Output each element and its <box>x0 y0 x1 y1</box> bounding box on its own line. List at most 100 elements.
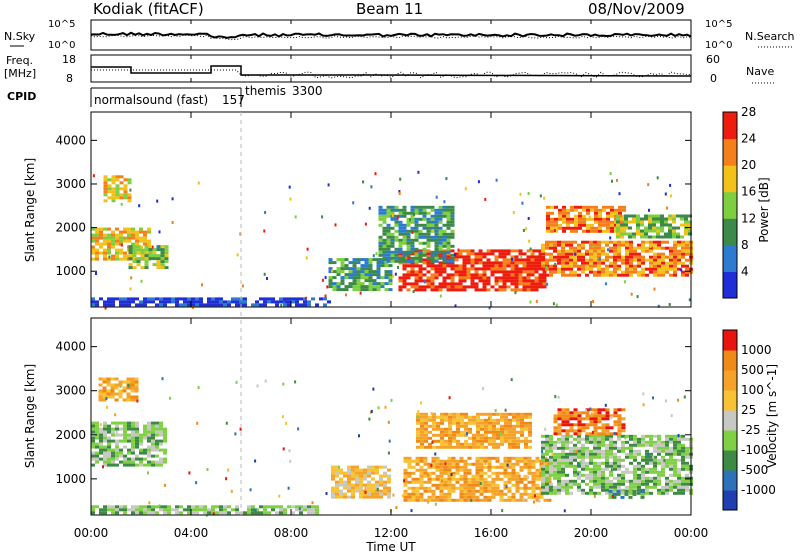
heatmap-cell <box>593 476 597 480</box>
heatmap-cell <box>681 464 685 468</box>
heatmap-cell <box>434 244 439 248</box>
heatmap-cell <box>541 446 545 450</box>
heatmap-cell <box>402 229 407 233</box>
heatmap-cell <box>557 432 562 436</box>
heatmap-cell <box>676 226 680 230</box>
heatmap-cell <box>187 303 191 307</box>
heatmap-cell <box>446 276 451 280</box>
heatmap-cell <box>151 245 154 249</box>
heatmap-cell <box>201 283 203 287</box>
heatmap-cell <box>649 476 653 480</box>
cpid-mode-2-id: 3300 <box>292 84 323 98</box>
heatmap-cell <box>295 508 299 512</box>
heatmap-cell <box>613 258 617 262</box>
heatmap-cell <box>668 214 672 218</box>
heatmap-cell <box>439 468 444 472</box>
heatmap-cell <box>470 279 475 283</box>
heatmap-cell <box>573 264 577 268</box>
heatmap-cell <box>103 239 107 243</box>
heatmap-cell <box>605 452 609 456</box>
heatmap-cell <box>119 505 123 509</box>
heatmap-cell <box>271 300 275 304</box>
heatmap-cell <box>502 252 507 256</box>
heatmap-cell <box>506 252 511 256</box>
heatmap-cell <box>420 424 424 428</box>
heatmap-cell <box>464 415 468 419</box>
heatmap-cell <box>503 483 508 487</box>
heatmap-cell <box>402 235 407 239</box>
heatmap-cell <box>597 470 601 474</box>
heatmap-cell <box>223 303 227 307</box>
heatmap-cell <box>119 454 123 458</box>
heatmap-cell <box>534 279 539 283</box>
heatmap-cell <box>119 248 123 252</box>
heatmap-cell <box>569 429 574 433</box>
heatmap-cell <box>661 488 665 492</box>
heatmap-cell <box>577 423 582 427</box>
heatmap-cell <box>147 427 151 431</box>
heatmap-cell <box>426 270 431 274</box>
heatmap-cell <box>91 505 95 509</box>
heatmap-cell <box>441 479 443 483</box>
heatmap-cell <box>305 256 308 260</box>
heatmap-cell <box>431 483 436 487</box>
heatmap-cell <box>127 230 131 234</box>
heatmap-cell <box>243 297 247 301</box>
heatmap-cell <box>593 440 597 444</box>
heatmap-cell <box>652 226 656 230</box>
heatmap-cell <box>613 455 617 459</box>
heatmap-cell <box>605 267 609 271</box>
heatmap-cell <box>553 470 557 474</box>
heatmap-cell <box>490 273 495 277</box>
heatmap-cell <box>546 226 550 230</box>
heatmap-cell <box>414 223 419 227</box>
heatmap-cell <box>492 427 496 431</box>
heatmap-cell <box>135 445 139 449</box>
heatmap-cell <box>510 249 515 253</box>
heatmap-cell <box>203 508 207 512</box>
heatmap-cell <box>581 429 586 433</box>
heatmap-cell <box>628 489 633 493</box>
heatmap-cell <box>462 279 467 283</box>
heatmap-cell <box>419 498 424 502</box>
heatmap-cell <box>446 264 451 268</box>
heatmap-cell <box>406 238 411 242</box>
heatmap-cell <box>653 264 657 268</box>
heatmap-cell <box>549 482 553 486</box>
heatmap-cell <box>414 229 419 233</box>
heatmap-cell <box>498 288 503 292</box>
heatmap-cell <box>531 480 536 484</box>
heatmap-cell <box>136 248 141 252</box>
heatmap-cell <box>589 479 593 483</box>
heatmap-cell <box>120 202 123 206</box>
heatmap-cell <box>415 459 420 463</box>
heatmap-cell <box>426 249 431 253</box>
heatmap-cell <box>159 433 163 437</box>
heatmap-cell <box>438 247 443 251</box>
heatmap-cell <box>508 412 512 416</box>
heatmap-cell <box>496 442 500 446</box>
heatmap-cell <box>351 483 355 487</box>
heatmap-cell <box>159 508 163 512</box>
nave-right-tick-bottom: 0 <box>710 72 717 85</box>
heatmap-cell <box>442 208 447 212</box>
heatmap-cell <box>514 270 519 274</box>
heatmap-cell <box>410 267 415 271</box>
heatmap-cell <box>418 229 423 233</box>
heatmap-cell <box>577 449 581 453</box>
heatmap-cell <box>601 473 605 477</box>
heatmap-cell <box>677 240 681 244</box>
heatmap-cell <box>143 457 147 461</box>
heatmap-cell <box>420 412 424 416</box>
heatmap-cell <box>402 205 407 209</box>
heatmap-cell <box>538 276 543 280</box>
heatmap-cell <box>384 288 389 292</box>
heatmap-cell <box>467 486 472 490</box>
heatmap-cell <box>119 193 124 197</box>
heatmap-cell <box>435 459 440 463</box>
heatmap-cell <box>183 508 187 512</box>
heatmap-cell <box>191 297 195 301</box>
heatmap-cell <box>483 465 488 469</box>
heatmap-cell <box>665 449 669 453</box>
heatmap-cell <box>561 267 565 271</box>
